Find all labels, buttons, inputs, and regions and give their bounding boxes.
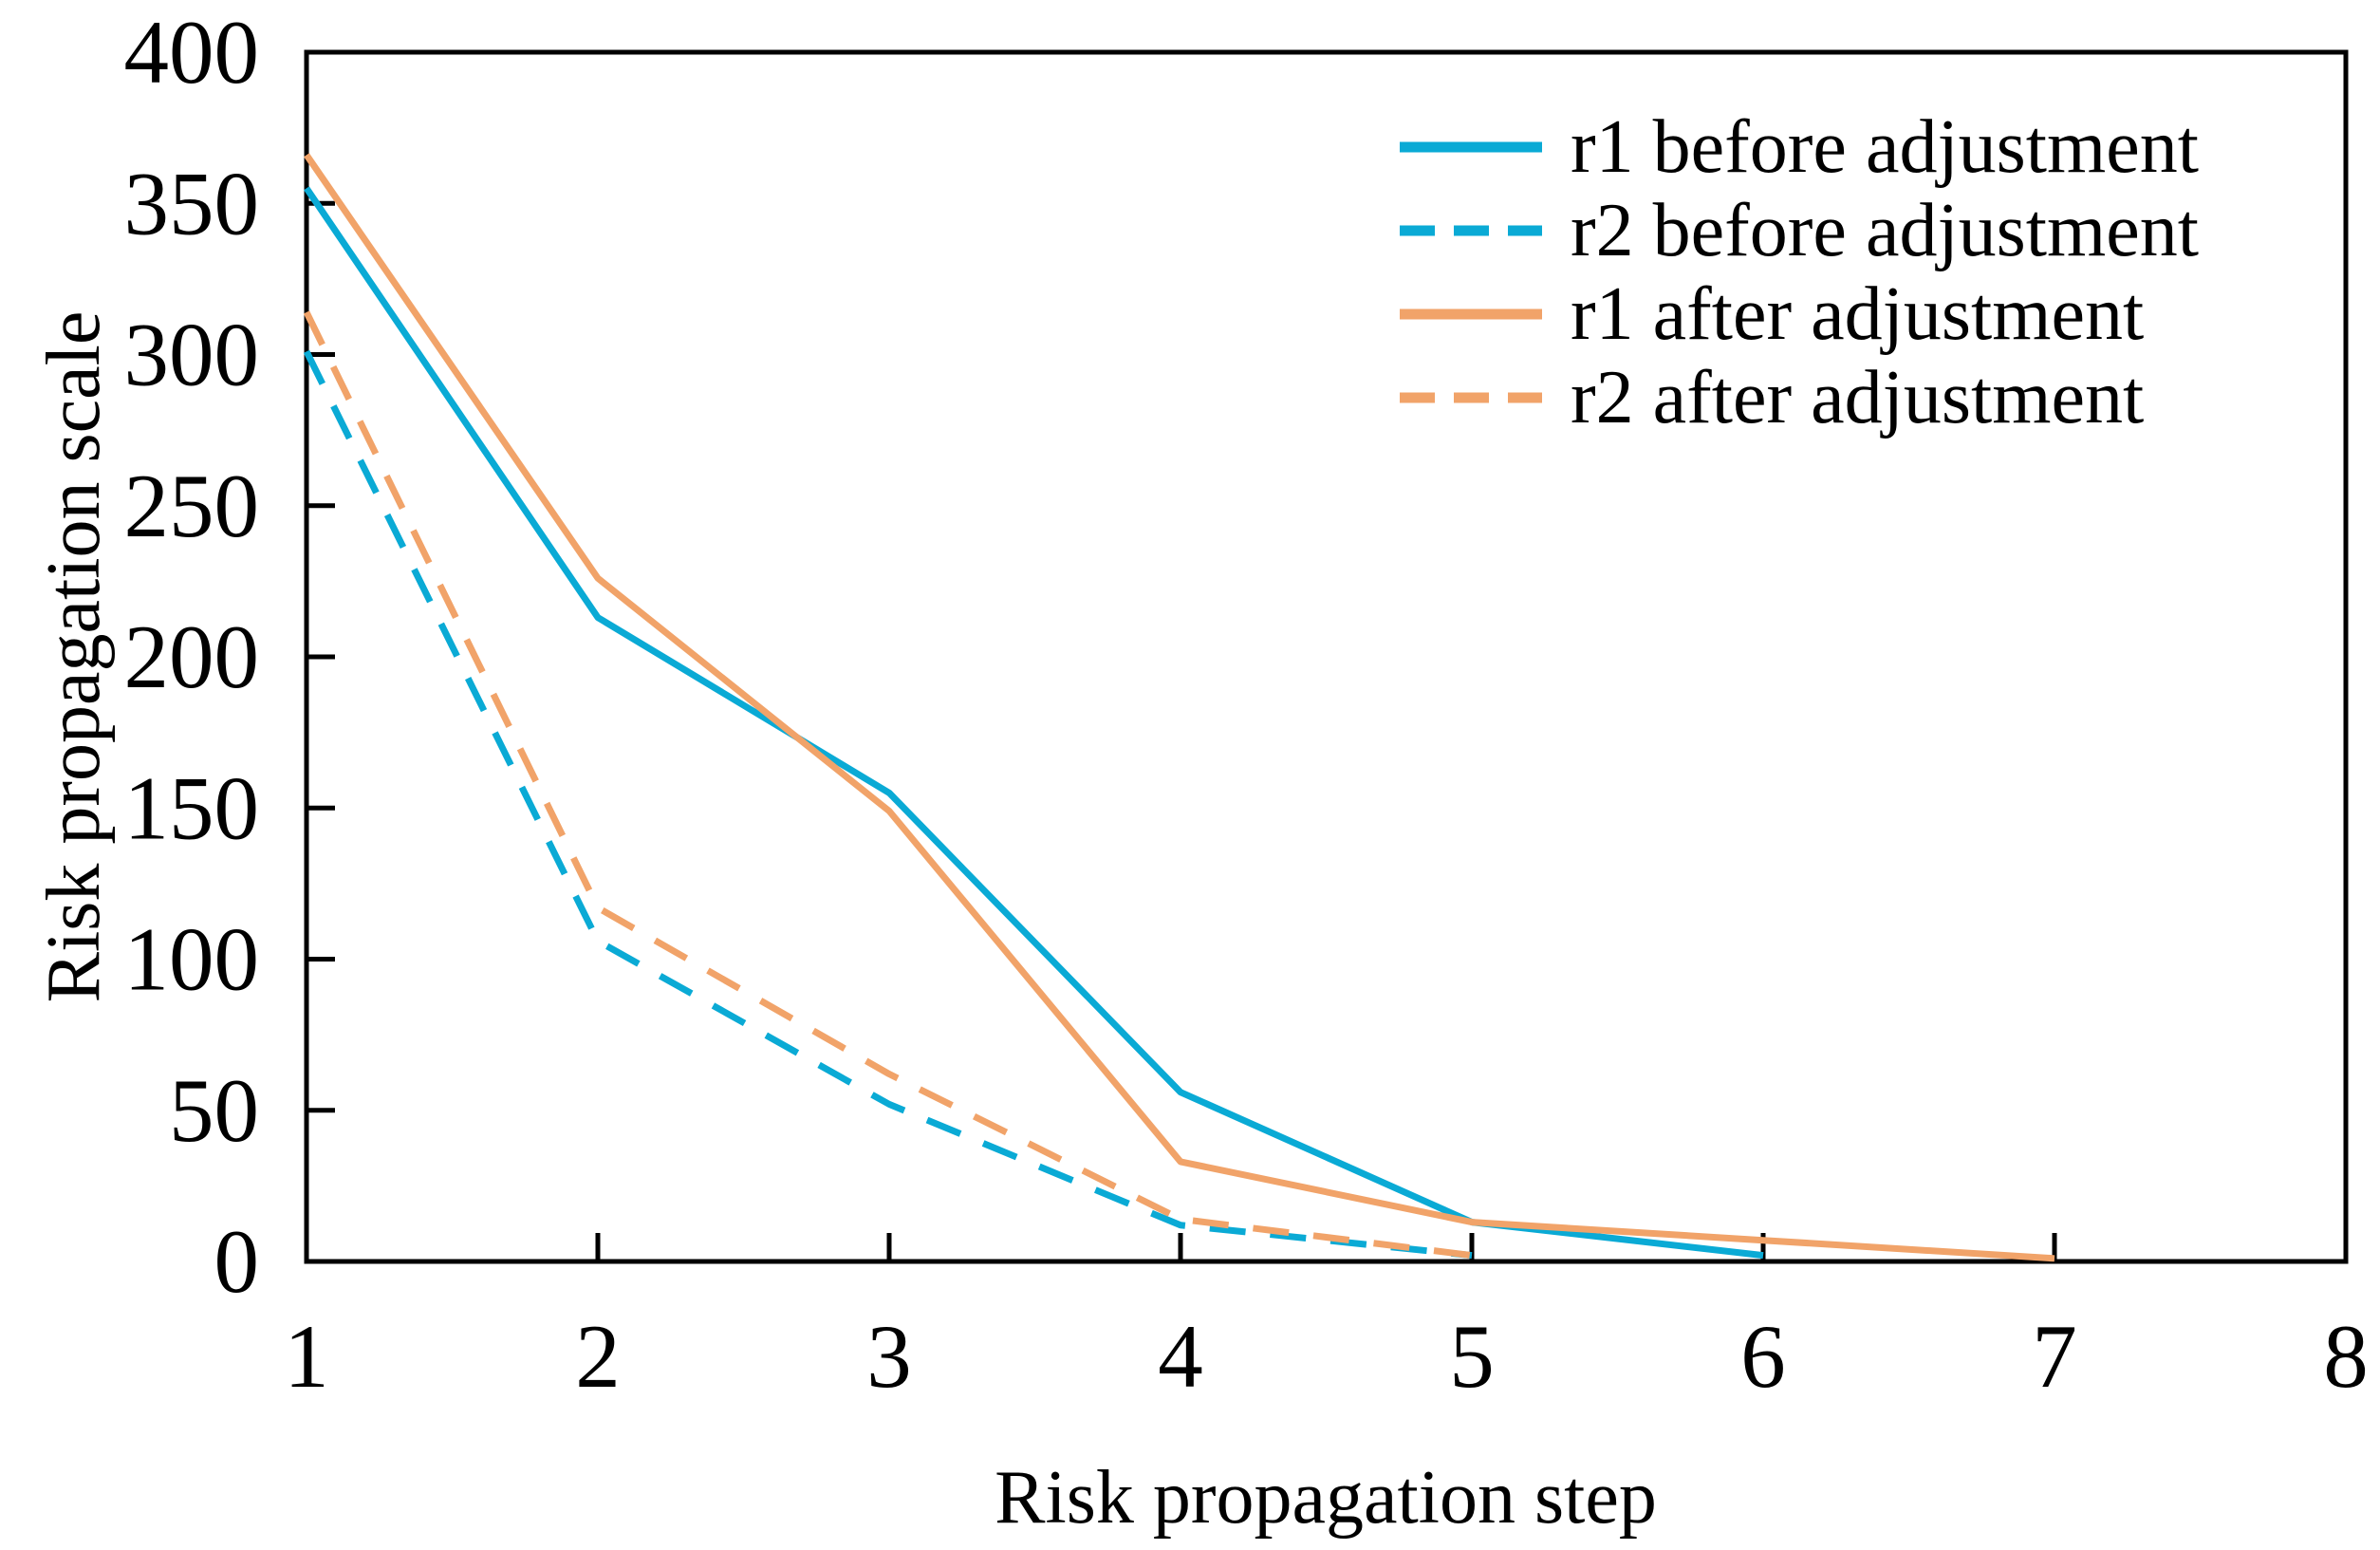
x-tick-label: 4 <box>1158 1306 1203 1407</box>
series-line-r2-before-adjustment <box>303 349 1473 1260</box>
series-lines <box>303 153 2055 1262</box>
series-line-r1-before-adjustment <box>304 186 1764 1260</box>
y-tick-label: 150 <box>124 757 260 858</box>
x-tick-label: 8 <box>2323 1306 2369 1407</box>
y-tick-label: 250 <box>124 456 260 556</box>
x-axis: 1 2 3 4 5 6 7 8 <box>284 1233 2369 1407</box>
x-tick-label: 2 <box>575 1306 621 1407</box>
y-tick-label: 50 <box>169 1060 259 1161</box>
x-tick-label: 7 <box>2032 1306 2077 1407</box>
legend-label-r2-before-adjustment: r2 before adjustment <box>1571 189 2199 272</box>
x-tick-label: 3 <box>866 1306 912 1407</box>
y-tick-label: 0 <box>214 1211 260 1312</box>
series-line-r1-after-adjustment <box>304 153 2055 1262</box>
y-tick-label: 300 <box>124 305 260 405</box>
y-tick-label: 400 <box>124 2 260 103</box>
plot-area: 1 2 3 4 5 6 7 8 0 50 100 150 200 250 300 350 400 r1 bef… <box>124 2 2369 1407</box>
y-axis-title: Risk propagation scale <box>32 311 116 1003</box>
x-tick-label: 6 <box>1740 1306 1786 1407</box>
x-tick-label: 5 <box>1449 1306 1495 1407</box>
x-axis-title: Risk propagation step <box>995 1456 1657 1540</box>
legend-label-r1-before-adjustment: r1 before adjustment <box>1571 105 2199 189</box>
legend-label-r1-after-adjustment: r1 after adjustment <box>1571 272 2144 356</box>
series-line-r2-after-adjustment <box>303 310 1473 1260</box>
y-axis: 0 50 100 150 200 250 300 350 400 <box>124 2 335 1312</box>
y-tick-label: 200 <box>124 607 260 707</box>
legend-label-r2-after-adjustment: r2 after adjustment <box>1571 356 2144 439</box>
x-tick-label: 1 <box>284 1306 329 1407</box>
y-tick-label: 100 <box>124 909 260 1010</box>
y-tick-label: 350 <box>124 153 260 253</box>
